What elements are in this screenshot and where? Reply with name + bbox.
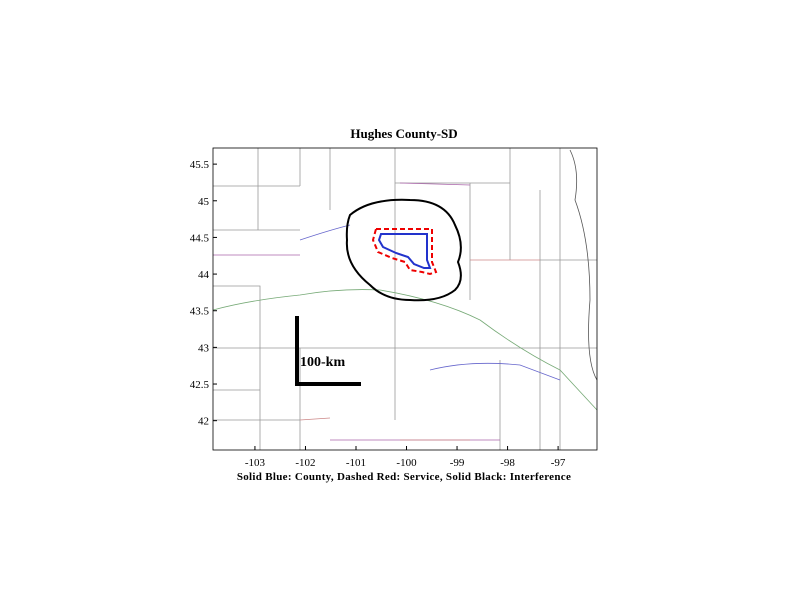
y-tick-label: 43 (198, 342, 210, 354)
x-tick-label: -97 (551, 457, 566, 469)
county-boundary (377, 233, 432, 269)
x-tick-label: -100 (396, 457, 417, 469)
y-tick-label: 42.5 (190, 379, 210, 391)
y-tick-label: 45.5 (190, 159, 210, 171)
scale-label: 100-km (300, 355, 345, 370)
y-tick-label: 44.5 (190, 232, 210, 244)
y-tick-label: 43.5 (190, 306, 210, 318)
plot-frame (212, 147, 598, 451)
boundaries (212, 148, 598, 450)
x-tick-label: -98 (500, 457, 515, 469)
title: Hughes County-SD (350, 126, 457, 141)
x-tick-label: -103 (245, 457, 266, 469)
y-tick-label: 45 (198, 196, 210, 208)
y-tick-label: 42 (198, 416, 209, 428)
service-contour (371, 228, 438, 276)
y-tick-label: 44 (198, 269, 210, 281)
caption: Solid Blue: County, Dashed Red: Service,… (237, 471, 571, 483)
interference-contour (345, 198, 462, 302)
scale-bar (295, 316, 361, 386)
x-tick-label: -101 (346, 457, 366, 469)
x-tick-label: -99 (450, 457, 465, 469)
x-tick-label: -102 (295, 457, 315, 469)
